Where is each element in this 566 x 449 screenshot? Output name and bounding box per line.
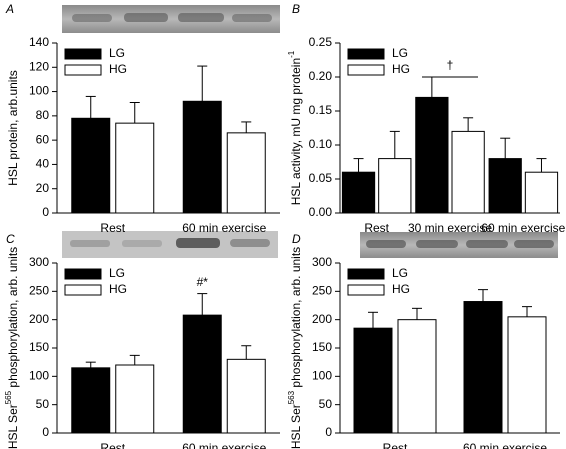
x-tick-label: 60 min exercise: [463, 441, 547, 449]
legend-swatch: [64, 48, 102, 60]
y-tick-label: 0.25: [309, 35, 333, 49]
bar: [353, 327, 393, 434]
y-label-part: HSL Ser: [6, 404, 20, 449]
x-tick-label: Rest: [100, 441, 125, 449]
panel-label: C: [6, 232, 15, 246]
legend-label: HG: [109, 62, 127, 76]
y-label-part: phosphorylation, arb. units: [6, 247, 20, 391]
y-tick-label: 300: [29, 255, 49, 269]
y-tick-label: 0: [42, 425, 49, 439]
x-tick-label: 60 min exercise: [182, 221, 266, 235]
bar: [226, 358, 266, 434]
bar: [451, 130, 485, 214]
panel-label: A: [5, 2, 14, 16]
panel-label: B: [292, 2, 300, 16]
bar: [182, 100, 222, 214]
bar: [488, 158, 522, 214]
y-tick-label: 150: [29, 340, 49, 354]
legend-label: LG: [109, 46, 125, 60]
y-axis-label: HSL activity, mU mg protein-1: [287, 50, 303, 205]
bar: [341, 171, 376, 214]
y-tick-label: 120: [29, 59, 49, 73]
x-tick-label: Rest: [364, 221, 389, 235]
legend-label: HG: [392, 282, 410, 296]
legend-label: LG: [109, 266, 125, 280]
bar: [463, 301, 503, 434]
legend-swatch: [347, 48, 385, 60]
legend-label: HG: [109, 282, 127, 296]
y-tick-label: 0.15: [309, 103, 333, 117]
x-tick-label: Rest: [100, 221, 125, 235]
y-tick-label: 150: [312, 340, 332, 354]
x-tick-label: 60 min exercise: [182, 441, 266, 449]
bar: [378, 158, 412, 214]
y-tick-label: 20: [36, 181, 50, 195]
y-tick-label: 100: [312, 369, 332, 383]
y-tick-label: 100: [29, 84, 49, 98]
y-label-part: HSL activity, mU mg protein: [289, 58, 303, 205]
y-tick-label: 200: [312, 312, 332, 326]
annotation: #*: [197, 275, 209, 289]
bar: [115, 364, 155, 434]
y-tick-label: 0.20: [309, 69, 333, 83]
annotation: †: [447, 58, 454, 72]
y-label-superscript: 563: [287, 390, 296, 404]
y-tick-label: 250: [312, 284, 332, 298]
y-label-superscript: 565: [4, 390, 13, 404]
y-tick-label: 0.00: [309, 205, 333, 219]
y-tick-label: 80: [36, 108, 50, 122]
x-tick-label: Rest: [383, 441, 408, 449]
bar: [415, 96, 449, 214]
y-tick-label: 50: [319, 397, 333, 411]
y-axis-label: HSL Ser563 phosphorylation, arb. units: [287, 247, 303, 449]
legend-label: HG: [392, 62, 410, 76]
legend-label: LG: [392, 46, 408, 60]
bar: [524, 171, 559, 214]
y-label-superscript: -1: [287, 50, 296, 58]
x-tick-label: 60 min exercise: [481, 221, 565, 235]
legend-swatch: [64, 64, 102, 76]
y-axis-label: HSL protein, arb.units: [6, 70, 20, 186]
y-label-part: phosphorylation, arb. units: [289, 247, 303, 391]
y-tick-label: 100: [29, 369, 49, 383]
legend-swatch: [64, 268, 102, 280]
legend-swatch: [347, 64, 385, 76]
y-tick-label: 0: [325, 425, 332, 439]
legend-swatch: [347, 284, 385, 296]
bar: [71, 117, 111, 214]
blot-c: [62, 231, 278, 258]
y-tick-label: 140: [29, 35, 49, 49]
y-axis-label: HSL Ser565 phosphorylation, arb. units: [4, 247, 20, 449]
legend-label: LG: [392, 266, 408, 280]
y-tick-label: 0: [42, 205, 49, 219]
bar: [397, 319, 437, 434]
x-tick-label: 30 min exercise: [408, 221, 492, 235]
y-tick-label: 300: [312, 255, 332, 269]
y-tick-label: 40: [36, 157, 50, 171]
y-tick-label: 50: [36, 397, 50, 411]
y-tick-label: 0.05: [309, 171, 333, 185]
panel-label: D: [292, 232, 301, 246]
bar: [507, 316, 547, 434]
y-tick-label: 60: [36, 132, 50, 146]
y-label-part: HSL protein, arb.units: [6, 70, 20, 186]
legend-swatch: [64, 284, 102, 296]
y-tick-label: 200: [29, 312, 49, 326]
blot-d: [360, 232, 558, 258]
y-tick-label: 0.10: [309, 137, 333, 151]
blot-a: [62, 5, 280, 33]
bar: [182, 314, 222, 434]
legend-swatch: [347, 268, 385, 280]
y-tick-label: 250: [29, 284, 49, 298]
bar: [226, 132, 266, 214]
y-label-part: HSL Ser: [289, 404, 303, 449]
bar: [115, 122, 155, 214]
bar: [71, 367, 111, 434]
